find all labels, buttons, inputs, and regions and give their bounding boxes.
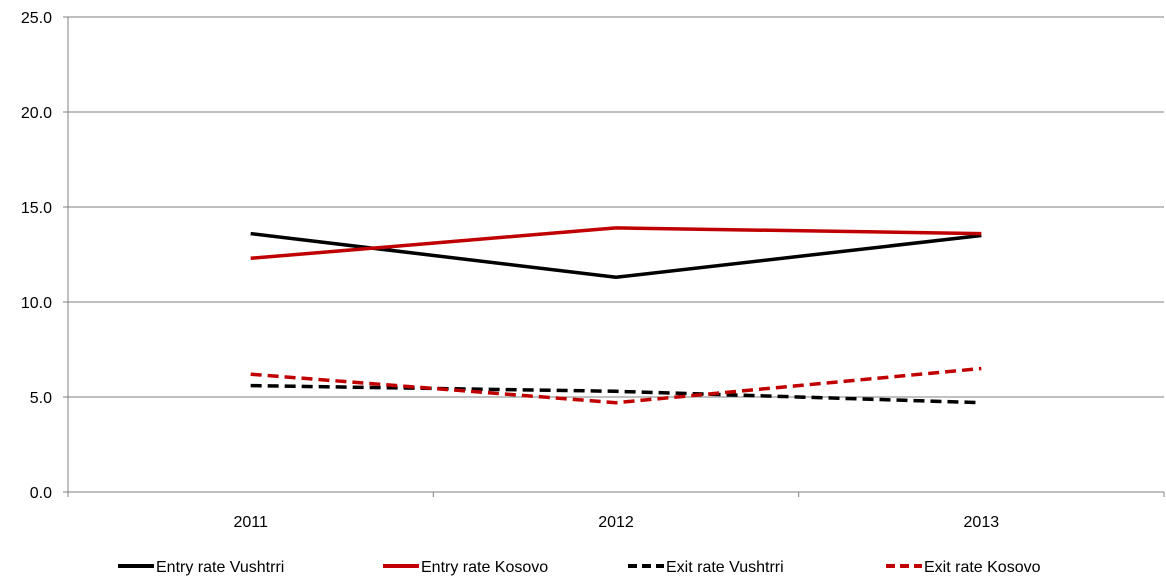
y-tick-label: 20.0 — [21, 105, 52, 122]
y-tick-label: 10.0 — [21, 295, 52, 312]
legend-label-exit-rate-kosovo: Exit rate Kosovo — [924, 559, 1041, 576]
series-lines — [250, 226, 982, 405]
legend-label-entry-rate-kosovo: Entry rate Kosovo — [421, 559, 548, 576]
axes — [67, 17, 1164, 493]
x-tick-label: 2011 — [233, 514, 268, 531]
series-line-entry-rate-kosovo — [250, 226, 982, 261]
y-tick-label: 5.0 — [30, 390, 52, 407]
y-axis-ticks: 0.0 5.0 10.0 15.0 20.0 25.0 — [21, 10, 68, 502]
y-tick-label: 15.0 — [21, 200, 52, 217]
legend-label-entry-rate-vushtrri: Entry rate Vushtrri — [156, 559, 284, 576]
legend: Entry rate Vushtrri Entry rate Kosovo Exit… — [118, 559, 1041, 576]
legend-label-exit-rate-vushtrri: Exit rate Vushtrri — [666, 559, 784, 576]
gridlines — [68, 16, 1164, 398]
x-axis-ticks: 2011 2012 2013 — [67, 492, 1165, 531]
series-line-exit-rate-kosovo — [250, 366, 982, 405]
x-tick-label: 2012 — [598, 514, 634, 531]
series-line-entry-rate-vushtrri — [250, 231, 982, 280]
series-line-exit-rate-vushtrri — [250, 383, 982, 405]
y-tick-label: 0.0 — [30, 485, 52, 502]
x-tick-label: 2013 — [964, 514, 1000, 531]
y-tick-label: 25.0 — [21, 10, 52, 27]
